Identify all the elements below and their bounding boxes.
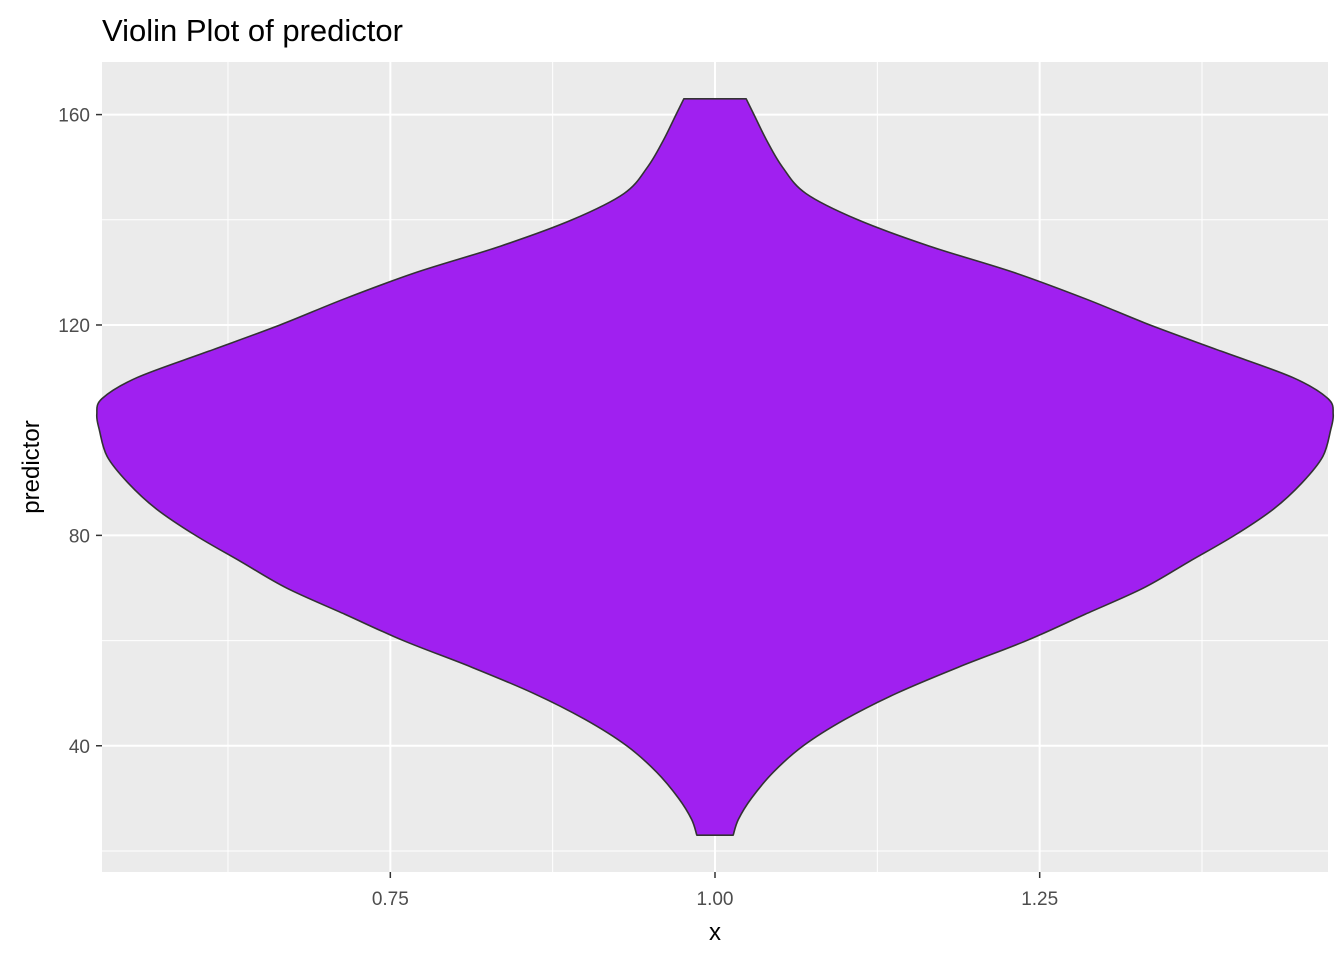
chart-title: Violin Plot of predictor [102, 13, 403, 48]
violin-shape [95, 98, 1335, 836]
y-tick-label: 40 [69, 737, 90, 758]
violin-layer [95, 98, 1335, 836]
y-axis: 40 80 120 160 [58, 106, 102, 758]
y-tick-label: 80 [69, 526, 90, 547]
x-tick-label: 1.00 [697, 889, 734, 910]
y-axis-title: predictor [18, 420, 45, 513]
x-axis-title: x [709, 919, 721, 946]
y-tick-label: 160 [58, 106, 90, 127]
y-tick-label: 120 [58, 316, 90, 337]
x-tick-label: 1.25 [1021, 889, 1058, 910]
x-axis: 0.75 1.00 1.25 [372, 872, 1058, 910]
x-tick-label: 0.75 [372, 889, 409, 910]
